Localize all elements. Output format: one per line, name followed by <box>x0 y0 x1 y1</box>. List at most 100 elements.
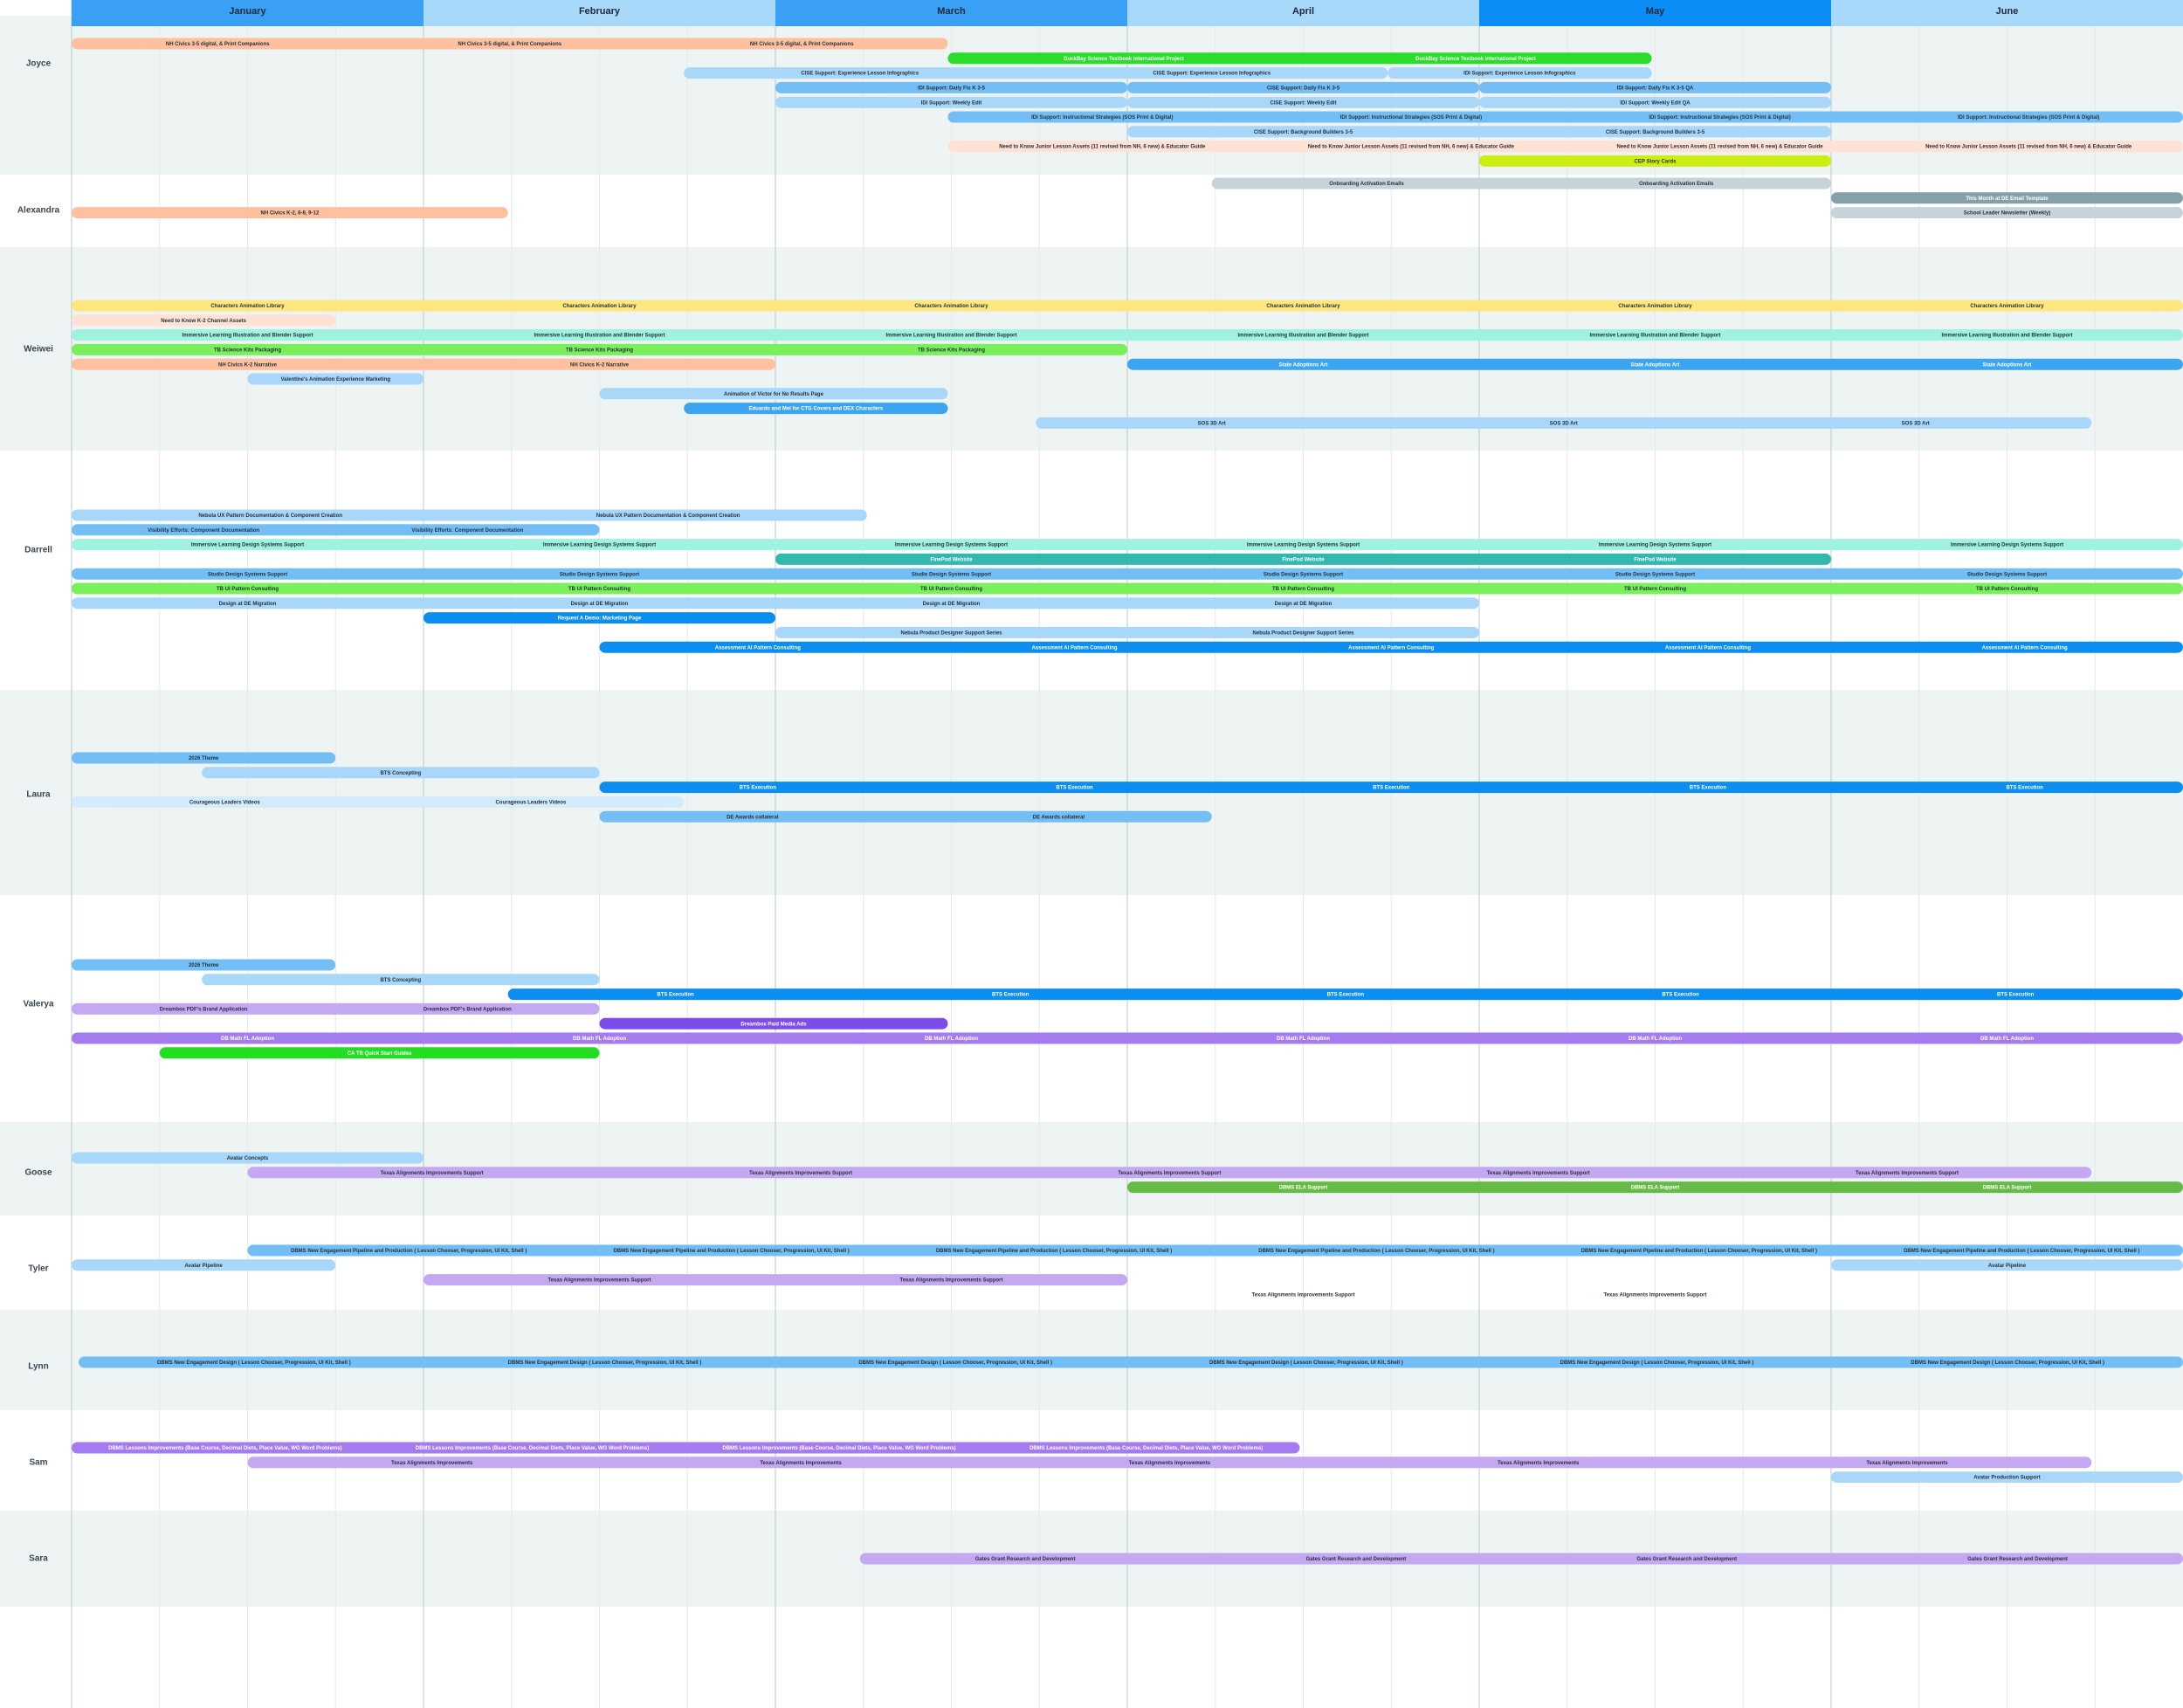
task-bar <box>72 1442 1300 1454</box>
task-label: Texas Alignments Improvements <box>1498 1461 1580 1466</box>
task-bar <box>72 539 2183 551</box>
task-bar <box>1127 96 1479 108</box>
person-name: Alexandra <box>17 206 60 216</box>
task-label: DBMS New Engagement Design ( Lesson Choo… <box>157 1360 351 1366</box>
task-label: BTS Execution <box>1690 786 1727 791</box>
task-label: Immersive Learning Illustration and Blen… <box>534 334 665 339</box>
task-label: BTS Execution <box>1997 993 2035 998</box>
task-label: Avatar Concepts <box>227 1156 269 1161</box>
task-label: DB Math FL Adoption <box>221 1037 274 1042</box>
task-bar <box>599 1017 948 1030</box>
task-label: Texas Alignments Improvements <box>391 1461 473 1466</box>
task-label: FinePod Website <box>1634 557 1677 562</box>
month-header <box>1127 0 1479 26</box>
task-label: DBMS New Engagement Design ( Lesson Choo… <box>858 1360 1052 1366</box>
task-label: Characters Animation Library <box>210 304 285 309</box>
task-bar <box>72 314 336 327</box>
task-label: Need to Know Junior Lesson Assets (11 re… <box>1308 145 1515 150</box>
month-label: May <box>1646 6 1665 17</box>
task-label: 2026 Theme <box>189 756 219 761</box>
task-label: CISE Support: Weekly Edit <box>1271 100 1337 106</box>
task-label: Immersive Learning Design Systems Suppor… <box>191 543 304 548</box>
task-bar <box>775 626 1479 638</box>
task-label: DBMS Lessons Improvements (Base Course, … <box>416 1446 649 1451</box>
task-label: DB Math FL Adoption <box>573 1037 626 1042</box>
task-bar <box>424 612 775 624</box>
task-label: State Adoptions Art <box>1631 362 1680 368</box>
task-label: DBMS New Engagement Design ( Lesson Choo… <box>1560 1360 1754 1366</box>
task-label: Texas Alignments Improvements Support <box>1487 1171 1590 1176</box>
task-label: Immersive Learning Design Systems Suppor… <box>543 543 656 548</box>
task-bar <box>1479 155 1831 167</box>
task-label: DB Math FL Adoption <box>1277 1037 1330 1042</box>
task-label: CEP Story Cards <box>1635 159 1677 164</box>
task-bar <box>72 1259 336 1271</box>
task-label: Characters Animation Library <box>562 304 637 309</box>
task-label: TB UI Pattern Consulting <box>1272 587 1334 592</box>
task-label: BTS Execution <box>2006 786 2043 791</box>
task-label: DBMS ELA Support <box>1983 1186 2032 1191</box>
task-label: DE Awards collateral <box>727 815 779 820</box>
task-bar <box>72 38 948 50</box>
task-label: BTS Concepting <box>380 978 421 983</box>
person-name: Lynn <box>28 1362 49 1372</box>
task-label: Design at DE Migration <box>571 602 629 607</box>
month-label: February <box>579 6 621 17</box>
task-label: BTS Execution <box>992 993 1030 998</box>
task-bar <box>72 1002 600 1015</box>
task-label: IDI Support: Instructional Strategies (S… <box>1340 115 1482 121</box>
task-bar <box>775 96 1127 108</box>
task-label: Dreambox PDF's Brand Application <box>424 1007 512 1012</box>
task-label: Assessment AI Pattern Consulting <box>1665 645 1751 651</box>
task-label: NH Civics 3-5 digital, & Print Companion… <box>750 42 854 47</box>
task-bar <box>1127 1181 2183 1194</box>
task-bar <box>599 782 2183 794</box>
task-label: TB UI Pattern Consulting <box>217 587 279 592</box>
task-label: Onboarding Activation Emails <box>1329 182 1404 187</box>
task-bar <box>79 1356 2183 1368</box>
task-label: Gates Grant Research and Development <box>975 1557 1076 1562</box>
task-label: 2026 Theme <box>189 963 219 968</box>
task-bar <box>947 52 1652 65</box>
task-label: DuckBay Science Textbook International P… <box>1064 57 1184 62</box>
task-label: TB UI Pattern Consulting <box>1976 587 2038 592</box>
task-label: Eduardo and Mel for CTG Covers and DEX C… <box>748 407 883 412</box>
task-label: Need to Know K-2 Channel Assets <box>161 319 246 324</box>
task-bar <box>72 329 2183 341</box>
task-bar <box>247 373 424 385</box>
task-label: CISE Support: Background Builders 3-5 <box>1254 130 1353 135</box>
task-bar <box>72 300 2183 312</box>
task-label: Nebula Product Designer Support Series <box>900 630 1002 636</box>
task-label: IDI Support: Instructional Strategies (S… <box>1649 115 1790 121</box>
task-label: SOS 3D Art <box>1550 421 1578 426</box>
task-bar <box>247 1167 2092 1179</box>
task-label: DBMS New Engagement Pipeline and Product… <box>291 1249 527 1254</box>
task-bar <box>1211 177 1831 189</box>
task-label: Characters Animation Library <box>1618 304 1692 309</box>
task-label: DBMS Lessons Improvements (Base Course, … <box>1030 1446 1263 1451</box>
task-label: Immersive Learning Illustration and Blen… <box>1941 334 2072 339</box>
task-label: Gates Grant Research and Development <box>1306 1557 1407 1562</box>
month-label: June <box>1996 6 2019 17</box>
task-label: NH Civics 3-5 digital, & Print Companion… <box>166 42 270 47</box>
task-bar <box>72 597 1479 610</box>
task-label: Texas Alignments Improvements Support <box>1251 1292 1354 1298</box>
task-label: Need to Know Junior Lesson Assets (11 re… <box>1925 145 2132 150</box>
task-bar <box>72 1032 2183 1044</box>
task-label: Need to Know Junior Lesson Assets (11 re… <box>1616 145 1823 150</box>
task-label: Nebula Product Designer Support Series <box>1252 630 1354 636</box>
task-label: Nebula UX Pattern Documentation & Compon… <box>596 513 740 519</box>
person-name: Goose <box>24 1168 52 1178</box>
task-label: Immersive Learning Design Systems Suppor… <box>895 543 1008 548</box>
month-header <box>424 0 775 26</box>
task-label: IDI Support: Weekly Edit <box>921 100 982 106</box>
person-name: Sam <box>29 1458 47 1468</box>
task-bar <box>1036 417 2092 429</box>
month-label: January <box>229 6 266 17</box>
task-label: Texas Alignments Improvements <box>1866 1461 1948 1466</box>
task-label: IDI Support: Instructional Strategies (S… <box>1958 115 2099 121</box>
task-label: Immersive Learning Illustration and Blen… <box>182 334 313 339</box>
task-bar <box>859 1553 2183 1565</box>
task-label: Immersive Learning Illustration and Blen… <box>1237 334 1368 339</box>
task-label: Texas Alignments Improvements <box>760 1461 842 1466</box>
